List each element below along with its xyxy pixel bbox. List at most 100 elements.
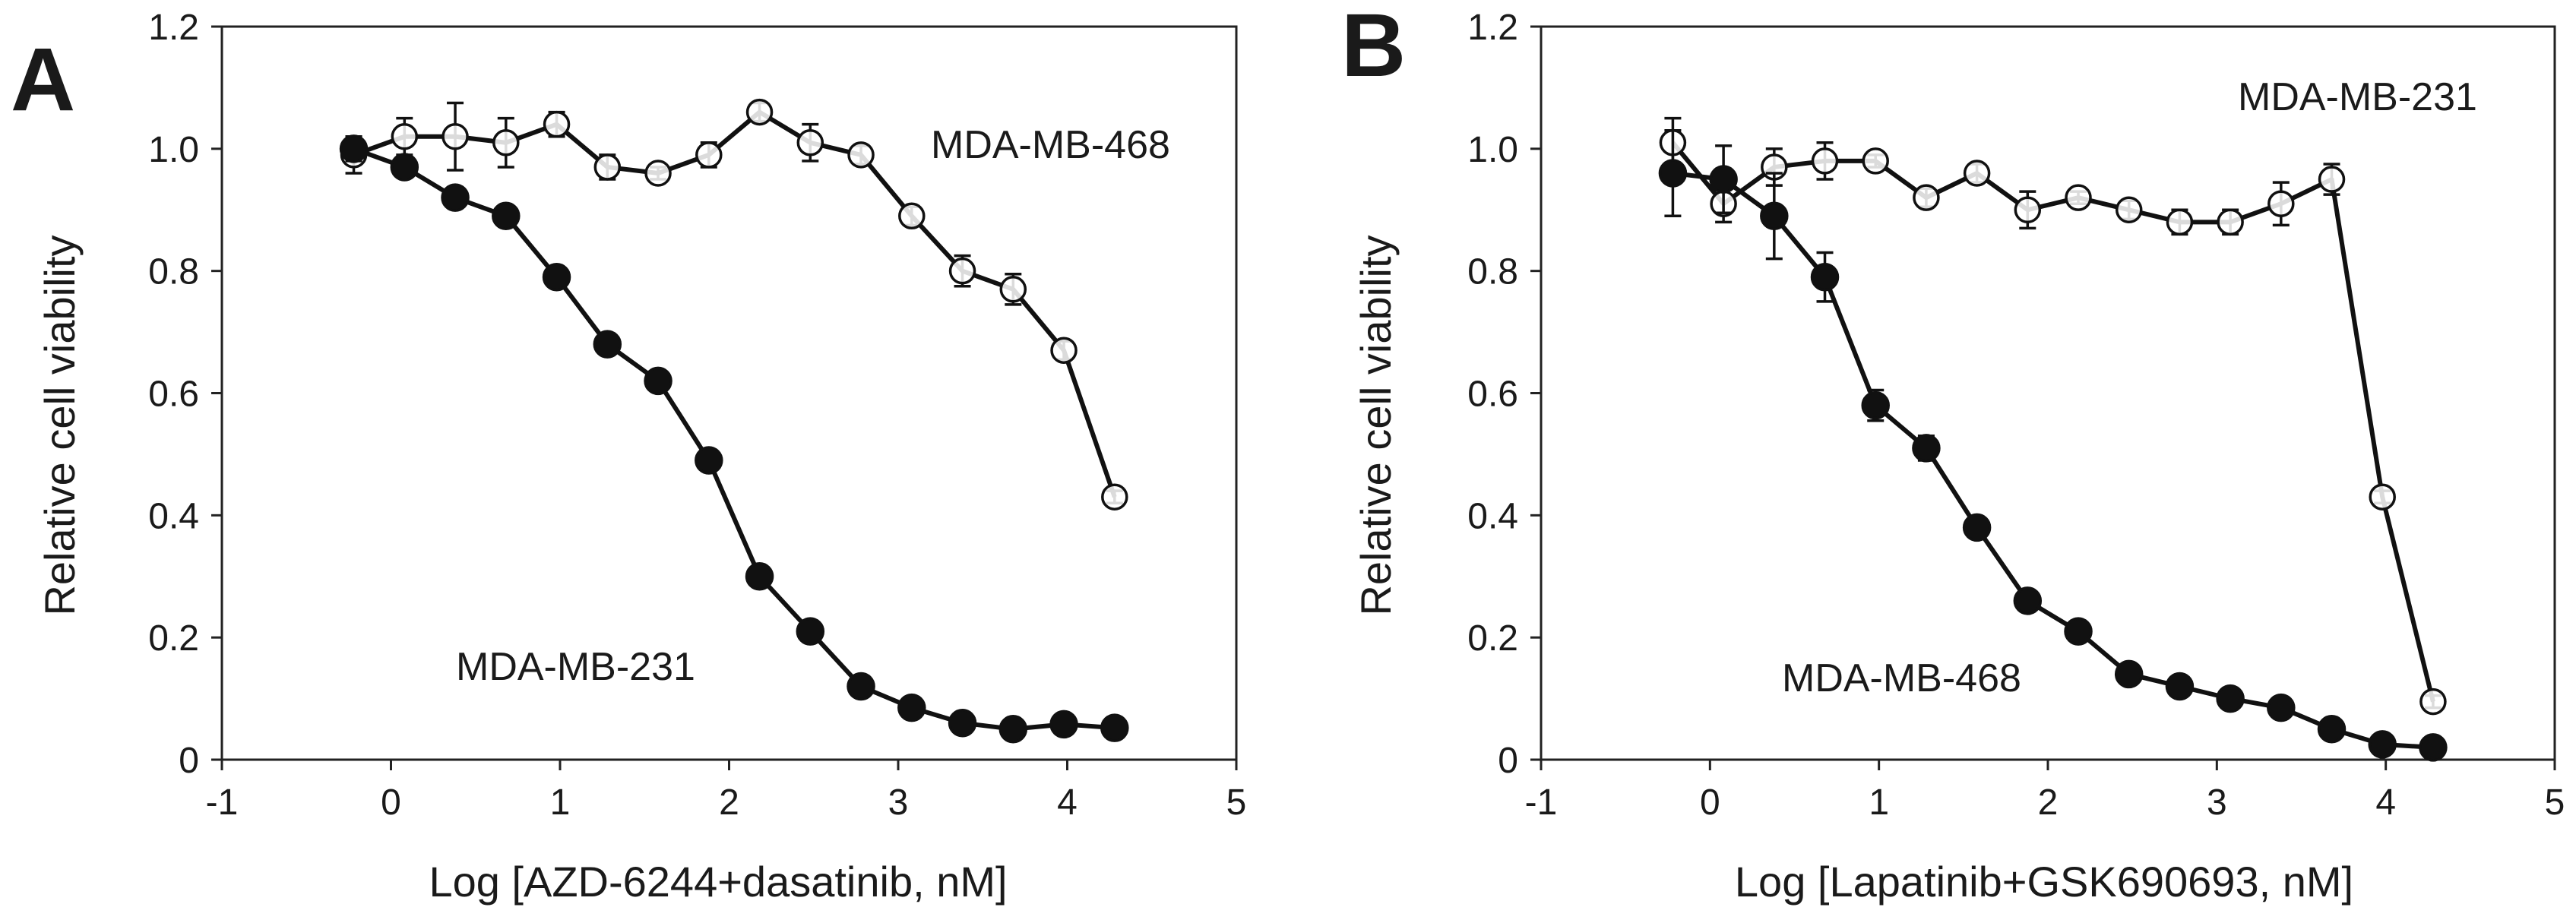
panel-b-y-tick-label: 1.0 [1467, 130, 1518, 170]
panel-b-label-mda-mb-231: MDA-MB-231 [2238, 75, 2477, 119]
panel-a-label: A [11, 30, 75, 130]
panel-a-series-mda-mb-468-point [1050, 337, 1078, 364]
panel-a-series-mda-mb-468-point [1101, 483, 1128, 510]
panel-a-x-tick-label: 4 [1057, 782, 1078, 823]
panel-b-series-mda-mb-468-point [1658, 159, 1688, 188]
panel-b-series-mda-mb-231-point [1963, 160, 1991, 187]
panel-a: A Log [AZD-6244+dasatinib, nM] Relative … [11, 8, 1246, 906]
panel-b-label-mda-mb-468: MDA-MB-468 [1782, 656, 2021, 700]
panel-a-x-tick-label: 0 [381, 782, 401, 823]
panel-a-y-tick-label: 0.8 [148, 252, 199, 292]
panel-b-series-mda-mb-231-point [2166, 208, 2194, 236]
panel-b-series-mda-mb-468-point [2419, 733, 2448, 762]
panel-a-series-mda-mb-231-point [847, 672, 875, 701]
panel-b-series-mda-mb-468-point [2165, 672, 2195, 701]
panel-a-series-mda-mb-231-point [897, 693, 926, 722]
panel-b-x-tick-label: 4 [2375, 782, 2396, 823]
panel-a-series-mda-mb-231-point [593, 330, 622, 359]
panel-a-series-mda-mb-231-point [542, 262, 571, 292]
panel-a-series-mda-mb-468-point [847, 141, 875, 169]
panel-a-series-mda-mb-231-point [644, 366, 672, 396]
panel-b-series-mda-mb-468-point [2267, 693, 2296, 722]
panel-a-y-tick-label: 1.0 [148, 130, 199, 170]
panel-a-label-mda-mb-468: MDA-MB-468 [931, 123, 1170, 167]
panel-b-series-mda-mb-468-point [2013, 586, 2043, 615]
panel-a-series-mda-mb-468-point [745, 98, 774, 126]
panel-b-label: B [1341, 0, 1406, 96]
panel-a-series-mda-mb-231-point [1049, 710, 1078, 739]
panel-b-x-tick-label: 0 [1700, 782, 1720, 823]
panel-b-x-tick-label: 1 [1869, 782, 1889, 823]
panel-b-y-tick-label: 0.6 [1467, 375, 1518, 415]
panel-b-series-mda-mb-231-point [2014, 196, 2042, 223]
panel-a-y-tick-label: 0.6 [148, 375, 199, 415]
panel-b-series-mda-mb-468-point [1760, 201, 1789, 231]
panel-a-series-mda-mb-231-point [441, 183, 470, 212]
panel-a-y-axis-title: Relative cell viability [36, 235, 84, 615]
panel-b-series-mda-mb-468-point [1962, 513, 1992, 542]
panel-a-y-tick-label: 1.2 [148, 8, 199, 48]
panel-b-series-mda-mb-468-point [2064, 617, 2093, 646]
panel-b-y-tick-label: 0.2 [1467, 618, 1518, 659]
panel-b-series-mda-mb-231-line [1671, 141, 2435, 703]
panel-a-series-mda-mb-468-point [593, 153, 622, 181]
panel-a-series-mda-mb-231-point [492, 201, 521, 231]
panel-b-y-tick-label: 0.4 [1467, 496, 1518, 536]
panel-b-x-tick-label: 2 [2038, 782, 2059, 823]
panel-a-series-mda-mb-468-point [796, 129, 824, 156]
panel-a-x-tick-label: 2 [719, 782, 739, 823]
panel-a-series-mda-mb-468-point [543, 110, 571, 138]
panel-b-series-mda-mb-231-point [2419, 688, 2447, 716]
panel-a-series-mda-mb-231-point [695, 446, 723, 475]
panel-a-y-tick-label: 0.4 [148, 496, 199, 536]
panel-a-y-tick-label: 0 [179, 741, 199, 781]
panel-b-series-mda-mb-468-point [2368, 730, 2397, 759]
panel-a-x-axis-title: Log [AZD-6244+dasatinib, nM] [429, 858, 1007, 906]
panel-b: B Log [Lapatinib+GSK690693, nM] Relative… [1341, 0, 2565, 906]
panel-b-series-mda-mb-231-point [1862, 147, 1889, 175]
panel-a-series-mda-mb-468-point [644, 160, 672, 187]
panel-b-series-mda-mb-231-point [2065, 184, 2092, 211]
panel-b-series-mda-mb-468-point [1861, 390, 1890, 420]
panel-b-series-mda-mb-468-line [1673, 171, 2434, 750]
panel-a-series-mda-mb-468-point [695, 141, 723, 169]
panel-a-series-mda-mb-231-point [1100, 713, 1129, 742]
panel-a-y-tick-label: 0.2 [148, 618, 199, 659]
panel-a-series-mda-mb-231-point [745, 562, 774, 591]
panel-b-x-tick-label: 3 [2207, 782, 2227, 823]
panel-b-series-mda-mb-231-point [2267, 190, 2295, 217]
panel-b-series-mda-mb-231-point [2217, 208, 2244, 236]
panel-a-series-mda-mb-468-point [898, 202, 926, 230]
panel-b-series-mda-mb-231-point [1913, 184, 1940, 211]
panel-b-series-mda-mb-231-point [2369, 483, 2396, 510]
panel-a-series-mda-mb-468-point [391, 123, 419, 150]
panel-b-series-mda-mb-468-point [2317, 715, 2347, 744]
panel-b-series-mda-mb-468-point [1810, 262, 1840, 292]
panel-b-x-tick-label: 5 [2545, 782, 2565, 823]
panel-b-series-mda-mb-231-point [2318, 166, 2346, 193]
panel-b-y-tick-label: 0.8 [1467, 252, 1518, 292]
panel-b-series-mda-mb-468-point [1709, 165, 1738, 194]
panel-a-series-mda-mb-231-point [390, 153, 419, 182]
panel-a-series-mda-mb-231-point [796, 617, 825, 646]
panel-a-series-mda-mb-231-point [948, 709, 977, 738]
panel-b-series-mda-mb-468-point [1912, 434, 1941, 463]
panel-a-x-tick-label: 3 [888, 782, 909, 823]
panel-b-series-mda-mb-231-point [2115, 196, 2143, 223]
panel-a-series-mda-mb-231-point [998, 715, 1028, 744]
panel-b-series-mda-mb-468-point [2216, 684, 2245, 713]
panel-b-series-mda-mb-468-point [2114, 659, 2144, 689]
panel-b-y-tick-label: 0 [1498, 741, 1518, 781]
panel-b-series-mda-mb-231-point [1811, 147, 1839, 175]
panel-a-series-mda-mb-468-point [492, 129, 520, 156]
panel-a-series-mda-mb-468-point [441, 123, 469, 150]
panel-a-series-mda-mb-468-point [948, 257, 976, 285]
panel-a-x-tick-label: -1 [206, 782, 239, 823]
panel-b-x-tick-label: -1 [1525, 782, 1558, 823]
panel-b-y-axis-title: Relative cell viability [1352, 235, 1400, 615]
panel-b-x-axis-title: Log [Lapatinib+GSK690693, nM] [1735, 858, 2353, 906]
panel-a-series-mda-mb-231-point [339, 134, 369, 163]
panel-a-x-tick-label: 1 [550, 782, 571, 823]
